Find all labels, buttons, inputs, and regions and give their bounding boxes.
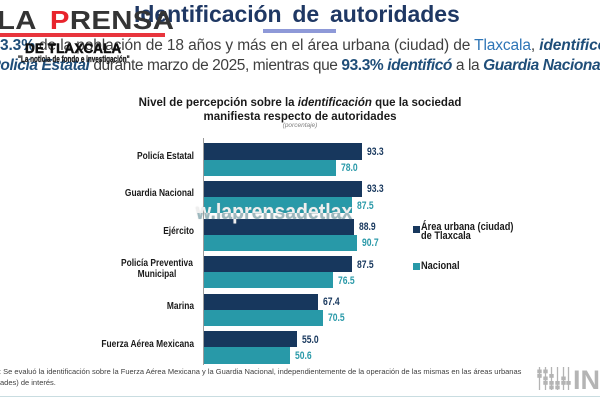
- svg-text:INE: INE: [573, 367, 600, 392]
